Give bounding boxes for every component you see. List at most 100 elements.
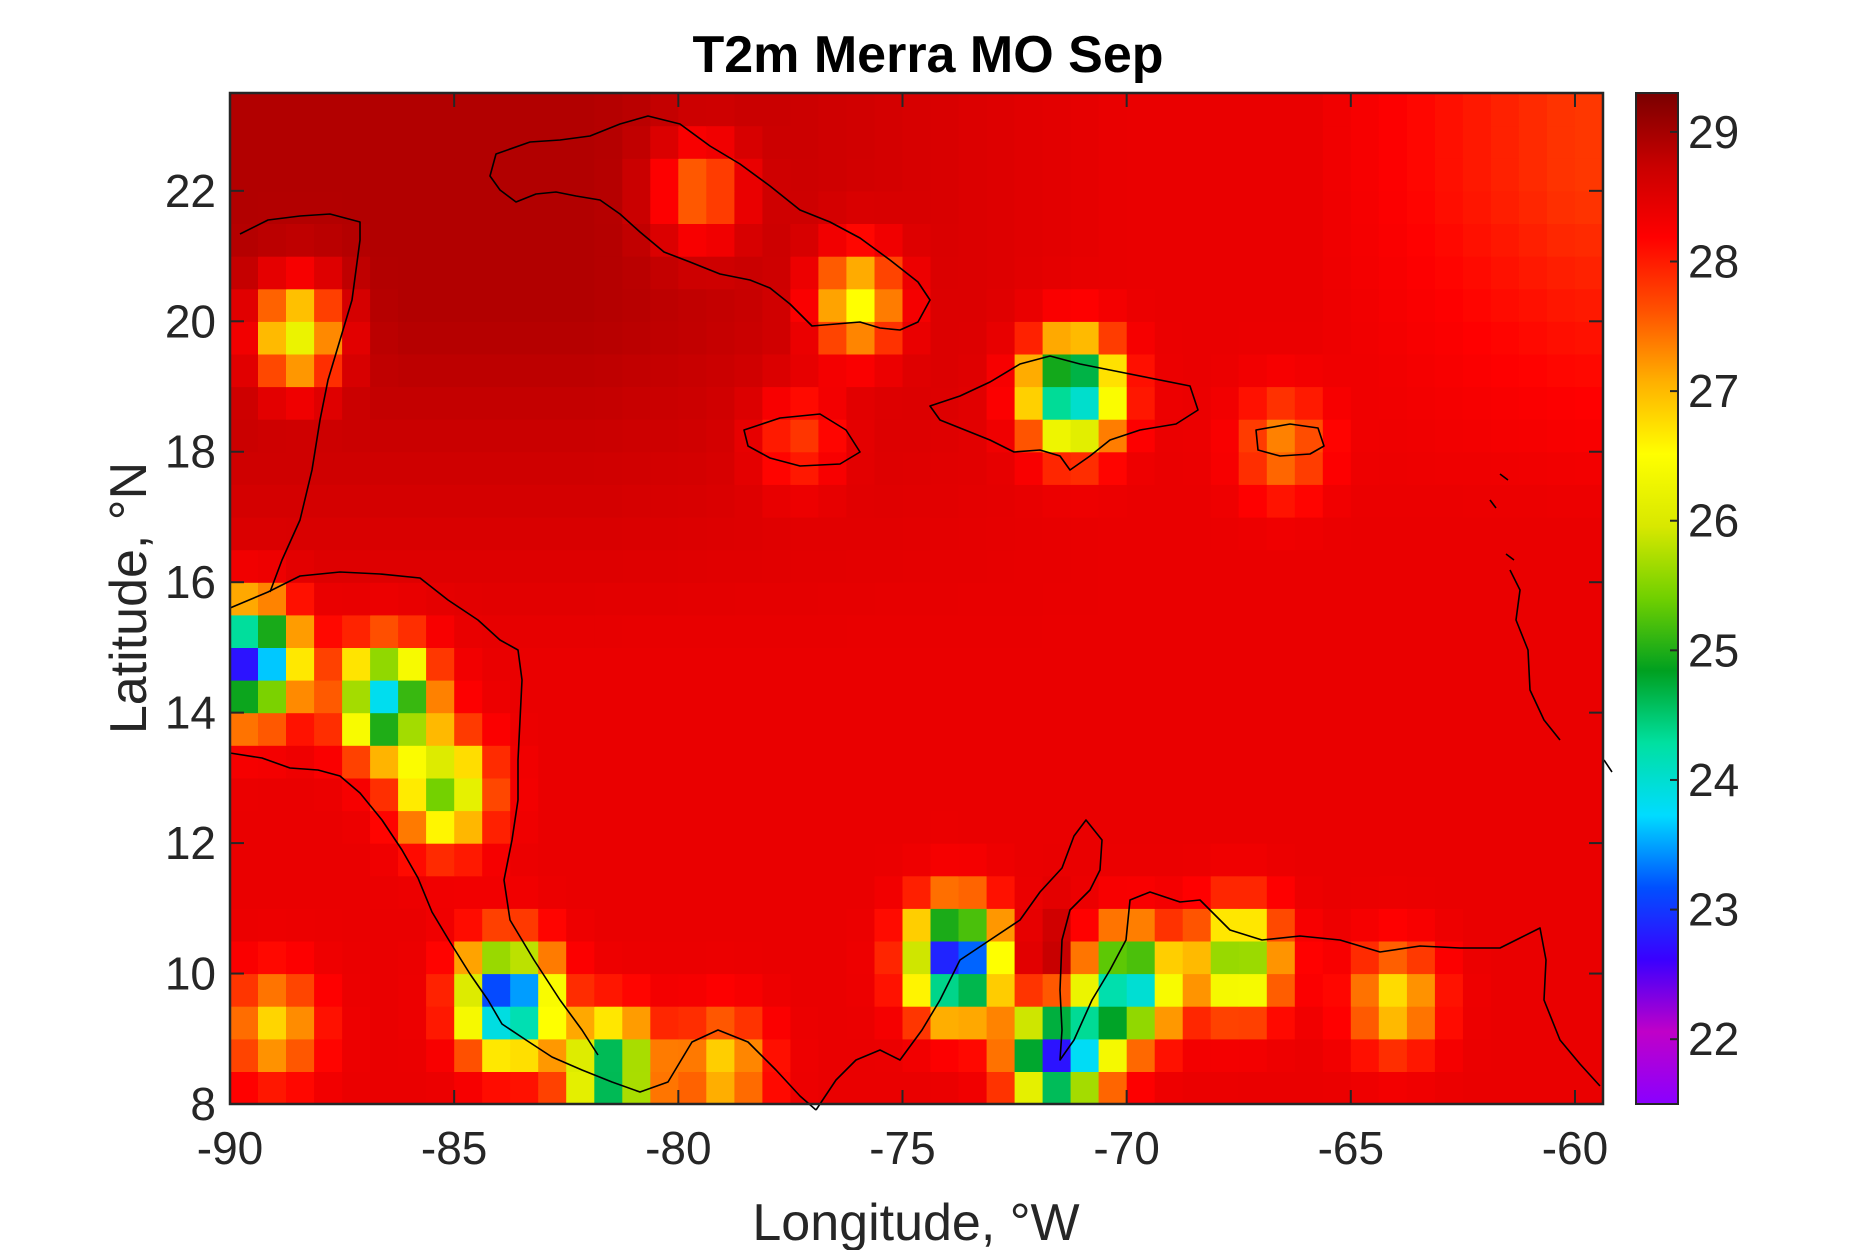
heatmap-cell-1373 bbox=[258, 158, 287, 192]
heatmap-cell-893 bbox=[538, 484, 567, 518]
heatmap-cell-96 bbox=[1547, 1038, 1576, 1072]
heatmap-cell-260 bbox=[650, 908, 679, 942]
heatmap-cell-939 bbox=[454, 451, 483, 485]
heatmap-cell-464 bbox=[874, 777, 904, 812]
heatmap-cell-325 bbox=[1098, 875, 1128, 909]
heatmap-cell-919 bbox=[1266, 484, 1296, 518]
heatmap-cell-699 bbox=[594, 614, 623, 648]
heatmap-cell-648 bbox=[538, 647, 567, 681]
heatmap-cell-1506 bbox=[1238, 93, 1268, 127]
heatmap-cell-420 bbox=[1014, 810, 1044, 844]
heatmap-cell-1190 bbox=[622, 288, 651, 322]
coast-jamaica bbox=[743, 413, 861, 467]
heatmap-cell-55 bbox=[398, 1038, 427, 1072]
heatmap-cell-1468 bbox=[1547, 125, 1576, 159]
heatmap-cell-944 bbox=[594, 451, 623, 485]
heatmap-cell-683 bbox=[1518, 647, 1548, 681]
heatmap-cell-506 bbox=[678, 745, 707, 779]
heatmap-cell-785 bbox=[258, 549, 287, 583]
heatmap-cell-1418 bbox=[1518, 158, 1548, 192]
heatmap-cell-1030 bbox=[258, 386, 287, 420]
heatmap-cell-1214 bbox=[1294, 288, 1324, 322]
heatmap-cell-370 bbox=[986, 843, 1016, 877]
heatmap-cell-241 bbox=[1490, 940, 1520, 975]
heatmap-cell-1474 bbox=[342, 93, 371, 127]
heatmap-cell-1429 bbox=[454, 125, 483, 159]
heatmap-cell-438 bbox=[1518, 810, 1548, 844]
heatmap-cell-1220 bbox=[1462, 288, 1492, 322]
heatmap-cell-35 bbox=[1210, 1071, 1240, 1105]
heatmap-cell-645 bbox=[454, 647, 483, 681]
heatmap-cell-428 bbox=[1238, 810, 1268, 844]
heatmap-cell-372 bbox=[1042, 843, 1072, 877]
heatmap-cell-1082 bbox=[342, 353, 371, 388]
heatmap-cell-1267 bbox=[1406, 256, 1436, 290]
heatmap-cell-121 bbox=[874, 1006, 904, 1040]
heatmap-cell-1286 bbox=[566, 223, 595, 257]
heatmap-cell-1183 bbox=[426, 288, 455, 322]
colorbar-tick-label-2: 24 bbox=[1688, 754, 1739, 806]
heatmap-cell-625 bbox=[1266, 680, 1296, 714]
heatmap-cell-1149 bbox=[846, 321, 875, 355]
heatmap-cell-647 bbox=[510, 647, 539, 681]
heatmap-cell-1414 bbox=[1406, 158, 1436, 192]
heatmap-cell-44 bbox=[1462, 1071, 1492, 1105]
heatmap-cell-858 bbox=[930, 517, 960, 551]
heatmap-cell-1409 bbox=[1266, 158, 1296, 192]
heatmap-cell-1472 bbox=[286, 93, 315, 127]
heatmap-cell-1036 bbox=[426, 386, 455, 420]
heatmap-cell-340 bbox=[1518, 875, 1548, 909]
heatmap-cell-762 bbox=[986, 582, 1016, 616]
heatmap-cell-732 bbox=[1518, 614, 1548, 648]
heatmap-cell-1376 bbox=[342, 158, 371, 192]
heatmap-cell-170 bbox=[874, 973, 904, 1007]
heatmap-cell-1091 bbox=[594, 353, 623, 388]
heatmap-cell-1029 bbox=[230, 386, 259, 420]
heatmap-cell-1356 bbox=[1154, 190, 1184, 224]
heatmap-cell-1116 bbox=[1294, 353, 1324, 388]
heatmap-cell-256 bbox=[538, 908, 567, 942]
heatmap-cell-1342 bbox=[762, 190, 791, 224]
heatmap-cell-195 bbox=[1575, 973, 1604, 1007]
heatmap-cell-184 bbox=[1266, 973, 1296, 1007]
heatmap-cell-1407 bbox=[1210, 158, 1240, 192]
heatmap-cell-253 bbox=[454, 908, 483, 942]
heatmap-cell-1270 bbox=[1490, 256, 1520, 290]
heatmap-cell-1518 bbox=[1575, 93, 1604, 127]
heatmap-cell-848 bbox=[650, 517, 679, 551]
heatmap-cell-1419 bbox=[1547, 158, 1576, 192]
heatmap-cell-1514 bbox=[1462, 93, 1492, 127]
heatmap-cell-791 bbox=[426, 549, 455, 583]
heatmap-cell-451 bbox=[510, 777, 539, 812]
heatmap-cell-549 bbox=[510, 712, 539, 746]
heatmap-cell-410 bbox=[734, 810, 763, 844]
heatmap-cell-430 bbox=[1294, 810, 1324, 844]
heatmap-cell-323 bbox=[1042, 875, 1072, 909]
heatmap-cell-257 bbox=[566, 908, 595, 942]
heatmap-cell-1020 bbox=[1350, 419, 1380, 453]
heatmap-cell-1026 bbox=[1518, 419, 1548, 453]
heatmap-cell-602 bbox=[622, 680, 651, 714]
heatmap-cell-579 bbox=[1350, 712, 1380, 746]
heatmap-cell-1508 bbox=[1294, 93, 1324, 127]
heatmap-cell-3 bbox=[314, 1071, 343, 1105]
heatmap-cell-259 bbox=[622, 908, 651, 942]
heatmap-cell-1247 bbox=[846, 256, 875, 290]
heatmap-cell-543 bbox=[342, 712, 371, 746]
heatmap-cell-109 bbox=[538, 1006, 567, 1040]
heatmap-cell-124 bbox=[958, 1006, 988, 1040]
heatmap-cell-155 bbox=[454, 973, 483, 1007]
heatmap-cell-1275 bbox=[258, 223, 287, 257]
heatmap-cell-562 bbox=[874, 712, 904, 746]
heatmap-cell-90 bbox=[1378, 1038, 1408, 1072]
heatmap-cell-1493 bbox=[874, 93, 904, 127]
heatmap-cell-1300 bbox=[958, 223, 988, 257]
heatmap-cell-554 bbox=[650, 712, 679, 746]
heatmap-cell-632 bbox=[1462, 680, 1492, 714]
heatmap-cell-697 bbox=[538, 614, 567, 648]
heatmap-cell-186 bbox=[1322, 973, 1352, 1007]
heatmap-cell-1069 bbox=[1350, 386, 1380, 420]
heatmap-cell-292 bbox=[1547, 908, 1576, 942]
heatmap-cell-166 bbox=[762, 973, 791, 1007]
heatmap-cell-833 bbox=[230, 517, 259, 551]
